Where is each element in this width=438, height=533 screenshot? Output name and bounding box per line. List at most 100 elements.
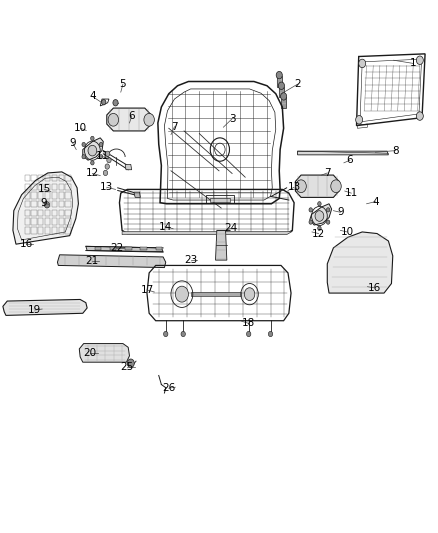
Polygon shape xyxy=(125,165,132,169)
Text: 14: 14 xyxy=(159,222,173,232)
Polygon shape xyxy=(191,292,241,296)
Polygon shape xyxy=(141,247,147,250)
Circle shape xyxy=(356,116,363,124)
Polygon shape xyxy=(295,175,339,197)
Circle shape xyxy=(326,220,330,224)
Circle shape xyxy=(113,100,118,106)
Circle shape xyxy=(279,82,285,90)
Text: 6: 6 xyxy=(128,111,135,121)
Text: 4: 4 xyxy=(372,197,378,207)
Text: 9: 9 xyxy=(69,138,76,148)
Text: 10: 10 xyxy=(340,227,353,237)
Polygon shape xyxy=(134,192,141,197)
Polygon shape xyxy=(125,247,132,250)
Circle shape xyxy=(309,220,312,224)
Circle shape xyxy=(88,146,97,156)
Circle shape xyxy=(315,211,324,221)
Polygon shape xyxy=(86,246,163,252)
Polygon shape xyxy=(107,108,151,131)
Text: 11: 11 xyxy=(345,188,358,198)
Text: 9: 9 xyxy=(337,207,344,217)
Text: 21: 21 xyxy=(85,256,98,266)
Text: 26: 26 xyxy=(162,383,175,393)
Polygon shape xyxy=(83,138,103,160)
Polygon shape xyxy=(215,230,227,260)
Text: 3: 3 xyxy=(229,114,235,124)
Circle shape xyxy=(103,170,108,175)
Text: 12: 12 xyxy=(86,168,99,179)
Text: 2: 2 xyxy=(294,79,301,89)
Text: 25: 25 xyxy=(121,362,134,372)
Text: 16: 16 xyxy=(19,239,33,249)
Polygon shape xyxy=(110,247,117,250)
Circle shape xyxy=(326,208,330,212)
Polygon shape xyxy=(13,172,78,244)
Text: 10: 10 xyxy=(74,123,87,133)
Circle shape xyxy=(417,112,424,120)
Text: 23: 23 xyxy=(184,255,197,265)
Circle shape xyxy=(318,201,321,206)
Polygon shape xyxy=(122,231,292,235)
Polygon shape xyxy=(210,198,230,201)
Text: 19: 19 xyxy=(28,305,41,315)
Text: 11: 11 xyxy=(95,151,109,161)
Circle shape xyxy=(105,164,110,169)
Polygon shape xyxy=(281,98,286,108)
Circle shape xyxy=(296,180,306,192)
Circle shape xyxy=(102,100,106,105)
Polygon shape xyxy=(277,76,282,87)
Polygon shape xyxy=(310,204,332,225)
Text: 12: 12 xyxy=(312,229,325,239)
Text: 7: 7 xyxy=(324,168,331,178)
Circle shape xyxy=(144,114,154,126)
Text: 22: 22 xyxy=(110,243,123,253)
Circle shape xyxy=(107,158,111,163)
Circle shape xyxy=(82,155,85,159)
Circle shape xyxy=(417,56,424,64)
Text: 20: 20 xyxy=(84,348,97,358)
Text: 13: 13 xyxy=(100,182,113,192)
Polygon shape xyxy=(42,201,52,207)
Circle shape xyxy=(108,114,119,126)
Circle shape xyxy=(106,151,110,157)
Circle shape xyxy=(91,136,94,141)
Text: 15: 15 xyxy=(38,184,51,195)
Polygon shape xyxy=(57,255,166,268)
Text: 17: 17 xyxy=(140,285,154,295)
Circle shape xyxy=(318,226,321,230)
Circle shape xyxy=(268,332,273,337)
Polygon shape xyxy=(155,247,162,250)
Text: 4: 4 xyxy=(89,91,95,101)
Circle shape xyxy=(99,155,103,159)
Polygon shape xyxy=(3,300,87,316)
Polygon shape xyxy=(79,344,130,362)
Circle shape xyxy=(247,332,251,337)
Text: 8: 8 xyxy=(392,146,399,156)
Polygon shape xyxy=(95,247,101,250)
Text: 24: 24 xyxy=(225,223,238,233)
Text: 7: 7 xyxy=(171,122,178,132)
Circle shape xyxy=(244,288,255,301)
Polygon shape xyxy=(327,232,393,293)
Text: 6: 6 xyxy=(346,155,353,165)
Circle shape xyxy=(309,208,312,212)
Circle shape xyxy=(82,142,85,147)
Polygon shape xyxy=(279,87,284,98)
Circle shape xyxy=(276,71,283,79)
Text: 16: 16 xyxy=(367,283,381,293)
Polygon shape xyxy=(52,188,65,203)
Text: 13: 13 xyxy=(287,182,301,192)
Text: 9: 9 xyxy=(40,198,47,208)
Polygon shape xyxy=(297,151,389,155)
Text: 5: 5 xyxy=(120,79,126,89)
Circle shape xyxy=(175,286,188,302)
Circle shape xyxy=(359,59,366,68)
Circle shape xyxy=(281,93,287,100)
Circle shape xyxy=(91,161,94,165)
Text: 18: 18 xyxy=(242,318,255,328)
Circle shape xyxy=(44,201,49,208)
Circle shape xyxy=(99,142,103,147)
Circle shape xyxy=(181,332,185,337)
Circle shape xyxy=(127,359,134,368)
Circle shape xyxy=(163,332,168,337)
